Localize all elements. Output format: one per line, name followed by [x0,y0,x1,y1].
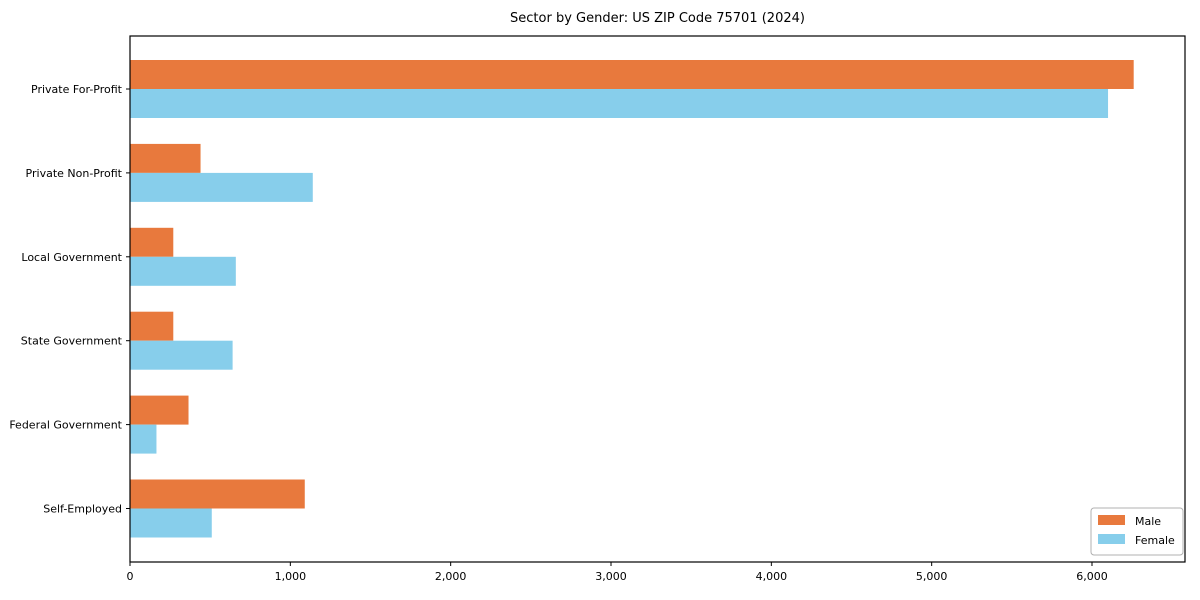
bar-male-federal-government [130,395,189,425]
legend-label-male: Male [1135,515,1161,528]
y-tick-label: State Government [21,335,123,348]
x-tick-label: 3,000 [595,570,627,583]
y-tick-label: Private Non-Profit [26,167,123,180]
legend-label-female: Female [1135,534,1175,547]
x-tick-label: 6,000 [1076,570,1108,583]
bar-male-private-for-profit [130,60,1134,89]
bar-male-state-government [130,311,174,341]
x-tick-label: 4,000 [756,570,788,583]
x-tick-label: 0 [127,570,134,583]
y-tick-label: Federal Government [9,419,122,432]
bar-female-private-for-profit [130,89,1109,118]
bar-female-local-government [130,256,236,286]
chart-title: Sector by Gender: US ZIP Code 75701 (202… [510,11,805,26]
y-tick-label: Self-Employed [43,503,122,516]
bar-male-self-employed [130,479,305,509]
bar-male-private-non-profit [130,143,201,173]
bar-male-local-government [130,227,174,257]
x-tick-label: 1,000 [275,570,307,583]
y-tick-label: Private For-Profit [31,83,123,96]
bar-female-federal-government [130,424,157,454]
legend-swatch-male [1098,515,1125,525]
bar-female-private-non-profit [130,172,313,202]
legend-swatch-female [1098,534,1125,544]
bar-female-state-government [130,340,233,370]
bar-female-self-employed [130,508,212,538]
plot-area-border [129,35,1186,563]
x-tick-label: 2,000 [435,570,467,583]
x-tick-label: 5,000 [916,570,948,583]
y-tick-label: Local Government [21,251,122,264]
